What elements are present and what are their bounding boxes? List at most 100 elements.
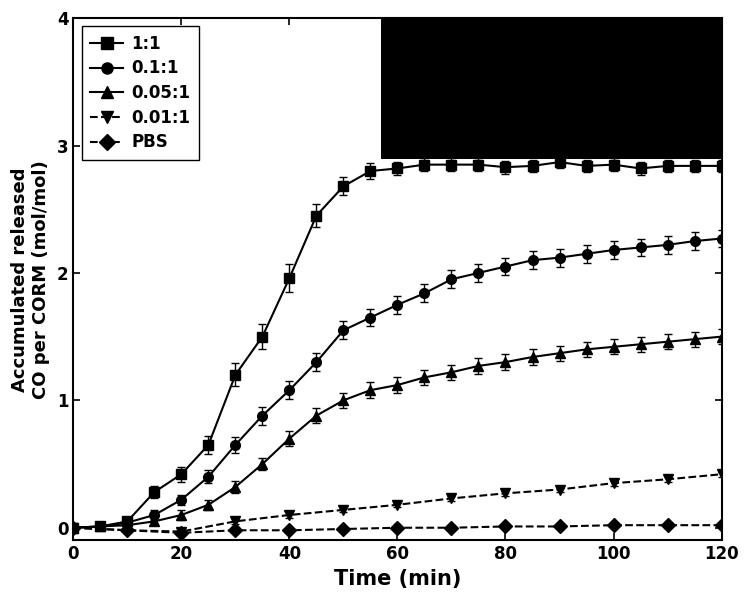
0.1:1 (393, 301, 402, 308)
0.05:1 (366, 386, 375, 394)
1:1 (177, 470, 186, 478)
0.01:1 (447, 495, 456, 502)
1:1 (123, 518, 132, 525)
PBS (447, 524, 456, 532)
Bar (381, 18, 722, 159)
0.01:1 (339, 506, 348, 514)
1:1 (555, 158, 564, 166)
0.01:1 (555, 486, 564, 493)
0.05:1 (420, 374, 429, 381)
Line: PBS: PBS (68, 520, 727, 538)
1:1 (231, 371, 240, 379)
0.05:1 (204, 501, 213, 508)
0.1:1 (636, 244, 645, 251)
1:1 (447, 161, 456, 168)
PBS (609, 521, 618, 529)
0.05:1 (96, 523, 105, 530)
0.05:1 (258, 460, 267, 467)
PBS (555, 523, 564, 530)
0.05:1 (285, 435, 294, 442)
PBS (69, 524, 78, 532)
1:1 (582, 163, 591, 170)
0.01:1 (663, 476, 672, 483)
Y-axis label: Accumulated released
CO per CORM (mol/mol): Accumulated released CO per CORM (mol/mo… (11, 160, 50, 398)
0.1:1 (447, 275, 456, 283)
1:1 (339, 182, 348, 190)
1:1 (690, 163, 699, 170)
1:1 (366, 167, 375, 175)
0.1:1 (528, 257, 537, 264)
1:1 (69, 524, 78, 532)
PBS (339, 526, 348, 533)
1:1 (393, 165, 402, 172)
0.1:1 (366, 314, 375, 321)
1:1 (204, 442, 213, 449)
0.1:1 (177, 496, 186, 503)
0.01:1 (393, 501, 402, 508)
0.05:1 (690, 335, 699, 343)
PBS (501, 523, 510, 530)
PBS (123, 527, 132, 534)
0.1:1 (663, 241, 672, 248)
0.1:1 (312, 359, 321, 366)
0.05:1 (474, 362, 483, 370)
1:1 (258, 333, 267, 340)
0.1:1 (231, 442, 240, 449)
Line: 0.01:1: 0.01:1 (68, 469, 727, 536)
PBS (393, 524, 402, 532)
0.05:1 (555, 350, 564, 357)
0.1:1 (339, 326, 348, 334)
0.1:1 (204, 473, 213, 481)
0.05:1 (393, 382, 402, 389)
0.01:1 (609, 479, 618, 487)
0.1:1 (258, 412, 267, 419)
0.01:1 (69, 524, 78, 532)
0.1:1 (609, 247, 618, 254)
PBS (717, 521, 726, 529)
0.1:1 (582, 250, 591, 257)
0.1:1 (123, 519, 132, 526)
1:1 (150, 488, 159, 496)
1:1 (474, 161, 483, 168)
0.1:1 (474, 269, 483, 277)
0.01:1 (501, 490, 510, 497)
0.05:1 (447, 368, 456, 376)
0.1:1 (420, 290, 429, 297)
0.1:1 (96, 523, 105, 530)
0.05:1 (528, 353, 537, 361)
0.05:1 (69, 524, 78, 532)
0.05:1 (150, 518, 159, 525)
X-axis label: Time (min): Time (min) (334, 569, 461, 589)
0.05:1 (582, 346, 591, 353)
PBS (663, 521, 672, 529)
PBS (177, 529, 186, 536)
Line: 0.05:1: 0.05:1 (68, 332, 727, 533)
Line: 1:1: 1:1 (68, 157, 727, 533)
0.1:1 (285, 386, 294, 394)
1:1 (312, 212, 321, 219)
1:1 (636, 165, 645, 172)
0.05:1 (339, 397, 348, 404)
0.1:1 (501, 263, 510, 270)
0.1:1 (717, 235, 726, 242)
0.05:1 (636, 341, 645, 348)
Legend: 1:1, 0.1:1, 0.05:1, 0.01:1, PBS: 1:1, 0.1:1, 0.05:1, 0.01:1, PBS (82, 26, 199, 160)
0.01:1 (285, 511, 294, 518)
1:1 (609, 161, 618, 168)
0.01:1 (231, 518, 240, 525)
0.05:1 (717, 333, 726, 340)
1:1 (717, 163, 726, 170)
0.01:1 (717, 470, 726, 478)
0.05:1 (663, 338, 672, 346)
0.05:1 (177, 511, 186, 518)
0.01:1 (123, 527, 132, 534)
0.01:1 (177, 528, 186, 535)
PBS (231, 527, 240, 534)
1:1 (528, 163, 537, 170)
1:1 (663, 163, 672, 170)
0.05:1 (501, 359, 510, 366)
1:1 (96, 523, 105, 530)
1:1 (501, 164, 510, 171)
Line: 0.1:1: 0.1:1 (68, 233, 727, 533)
0.05:1 (231, 484, 240, 491)
